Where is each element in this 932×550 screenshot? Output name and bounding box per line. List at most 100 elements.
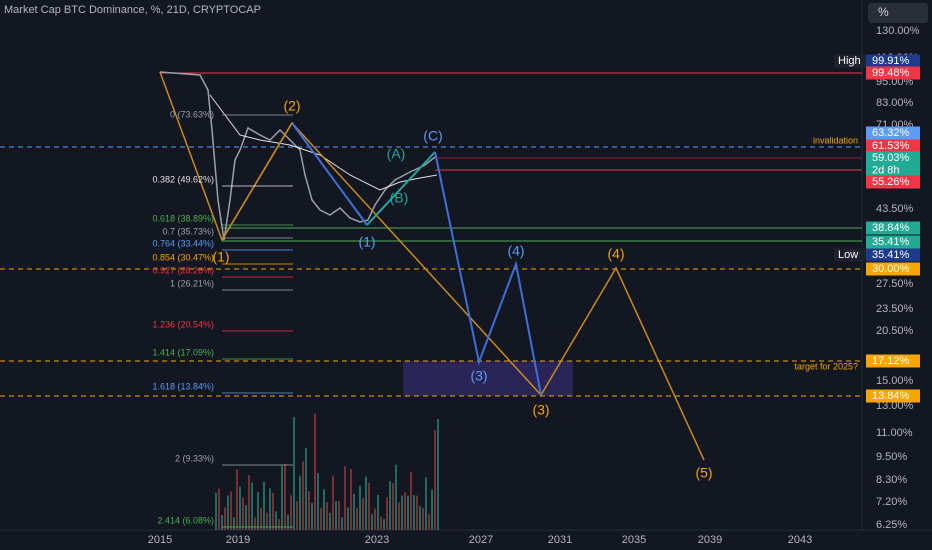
volume-bar	[377, 494, 379, 530]
volume-bar	[278, 518, 280, 530]
volume-bar	[275, 511, 277, 530]
price-badge	[866, 175, 920, 189]
price-badge-value: 30.00%	[872, 263, 910, 275]
volume-bar	[392, 483, 394, 530]
wave-label: (2)	[283, 98, 300, 114]
fib-label: 0.382 (49.62%)	[152, 174, 214, 184]
fib-label: 2.414 (6.08%)	[157, 515, 214, 525]
fib-label: 1 (26.21%)	[170, 278, 214, 288]
volume-bar	[401, 495, 403, 530]
volume-bar	[323, 489, 325, 530]
volume-bar	[350, 468, 352, 530]
volume-bar	[317, 472, 319, 530]
price-badge-value: 61.53%	[872, 140, 910, 152]
price-badge-value: 35.41%	[872, 236, 910, 248]
price-badge	[866, 164, 920, 177]
time-tick-label: 2023	[365, 534, 389, 546]
chart-title: Market Cap BTC Dominance, %, 21D, CRYPTO…	[4, 4, 261, 16]
levels	[0, 72, 862, 397]
volume	[215, 413, 439, 530]
volume-bar	[362, 497, 364, 530]
price-badge-value: 99.91%	[872, 55, 910, 67]
volume-bar	[371, 513, 373, 530]
wave-label: (B)	[390, 190, 409, 206]
volume-bar	[374, 508, 376, 530]
price-tick-label: 27.50%	[876, 278, 914, 290]
annotation: invalidation	[813, 135, 858, 145]
time-tick-label: 2039	[698, 534, 722, 546]
volume-bar	[338, 500, 340, 530]
fib-label: 0.927 (28.26%)	[152, 265, 214, 275]
wave-label: (3)	[532, 402, 549, 418]
volume-bar	[254, 517, 256, 530]
volume-bar	[287, 514, 289, 530]
volume-bar	[434, 430, 436, 530]
badge-tag-label: Low	[838, 249, 858, 261]
price-badge	[866, 354, 920, 368]
moving-average	[209, 94, 438, 191]
badge-tag-label: High	[838, 55, 861, 67]
badge-tag	[834, 248, 866, 262]
time-tick-label: 2031	[548, 534, 572, 546]
green-wave	[366, 151, 436, 226]
volume-bar	[431, 489, 433, 530]
fib-label: 2 (9.33%)	[175, 453, 214, 463]
wave-label: (4)	[607, 246, 624, 262]
wave-label: (5)	[695, 465, 712, 481]
volume-bar	[302, 461, 304, 530]
price-badge	[866, 235, 920, 249]
price-tick-label: 83.00%	[876, 97, 914, 109]
price-badge	[866, 126, 920, 140]
scale-button-label[interactable]: %	[878, 5, 889, 19]
volume-bar	[389, 481, 391, 530]
volume-bar	[329, 512, 331, 530]
volume-bar	[398, 502, 400, 530]
volume-bar	[239, 486, 241, 530]
volume-bar	[407, 495, 409, 530]
volume-bar	[335, 500, 337, 530]
volume-bar	[386, 497, 388, 530]
volume-bar	[248, 475, 250, 530]
wave-label: (4)	[507, 243, 524, 259]
volume-bar	[227, 495, 229, 530]
volume-bar	[245, 504, 247, 530]
volume-bar	[437, 418, 439, 530]
volume-bar	[305, 448, 307, 530]
price-badge-value: 13.84%	[872, 390, 910, 402]
volume-bar	[293, 416, 295, 530]
volume-bar	[320, 508, 322, 530]
volume-bar	[230, 491, 232, 530]
blue-wave	[291, 122, 368, 226]
price-tick-label: 130.00%	[876, 25, 920, 37]
time-tick-label: 2027	[469, 534, 493, 546]
fib-label: 0.764 (33.44%)	[152, 238, 214, 248]
scale-button[interactable]	[868, 3, 928, 23]
volume-bar	[395, 464, 397, 530]
volume-bar	[413, 494, 415, 530]
volume-bar	[428, 514, 430, 530]
orange-wave	[221, 122, 293, 241]
volume-bar	[290, 495, 292, 530]
volume-bar	[236, 469, 238, 530]
price-tick-label: 15.00%	[876, 375, 914, 387]
fib-label: 1.618 (13.84%)	[152, 381, 214, 391]
volume-bar	[419, 506, 421, 530]
volume-bar	[314, 413, 316, 530]
fib-label: 1.414 (17.09%)	[152, 347, 214, 357]
price-badge-value: 59.03%	[872, 152, 910, 164]
price-line	[159, 71, 436, 241]
time-tick-label: 2015	[148, 534, 172, 546]
wave-label: (1)	[212, 249, 229, 265]
volume-bar	[233, 517, 235, 530]
volume-bar	[224, 507, 226, 530]
volume-bar	[353, 493, 355, 530]
price-badge-value: 38.84%	[872, 222, 910, 234]
price-badge	[866, 151, 920, 165]
volume-bar	[344, 466, 346, 530]
price-tick-label: 7.20%	[876, 496, 907, 508]
price-badge	[866, 262, 920, 276]
volume-bar	[299, 475, 301, 530]
volume-bar	[425, 477, 427, 530]
volume-bar	[242, 497, 244, 530]
price-badge	[866, 139, 920, 153]
